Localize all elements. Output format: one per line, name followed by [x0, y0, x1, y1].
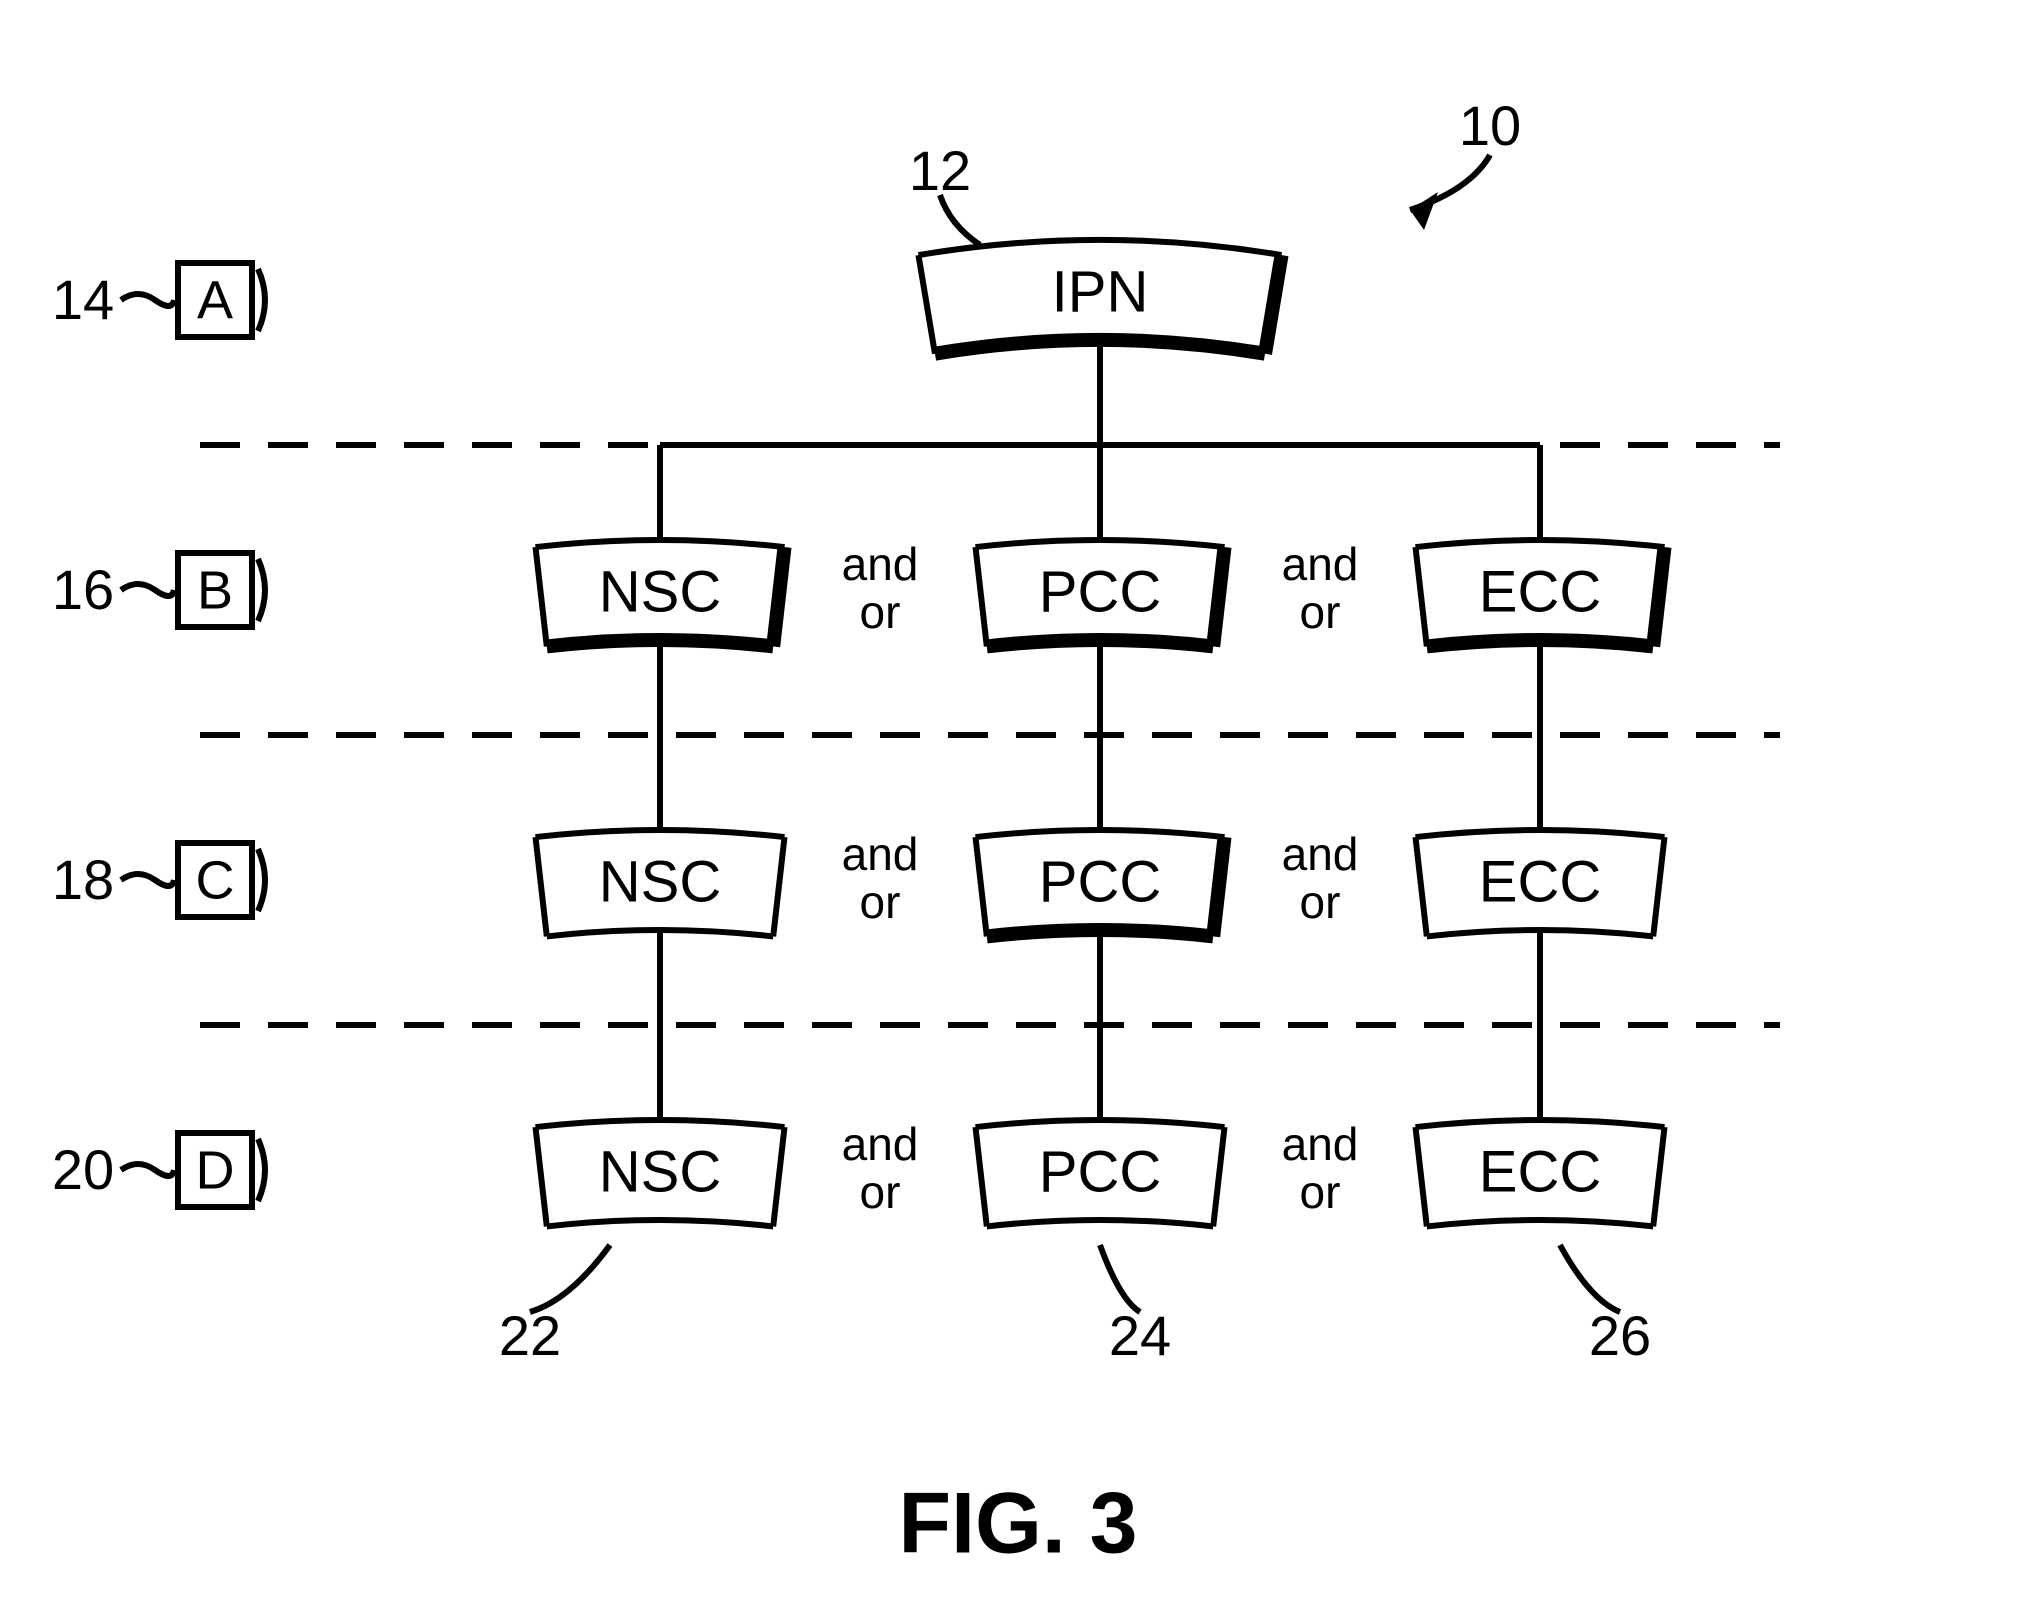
svg-text:22: 22	[499, 1304, 561, 1367]
row-box-d: D 20	[52, 1133, 265, 1207]
andor-d-andor2: andor	[1282, 1118, 1359, 1218]
figure-title: FIG. 3	[899, 1476, 1138, 1572]
ref-10: 10	[1410, 94, 1521, 230]
node-nsc-row-b: NSC	[535, 540, 784, 646]
node-nsc-row-d: NSC	[535, 1120, 784, 1226]
svg-text:or: or	[860, 586, 901, 638]
row-box-a: A 14	[52, 263, 265, 337]
svg-text:and: and	[842, 1118, 919, 1170]
svg-text:and: and	[1282, 828, 1359, 880]
svg-text:or: or	[1300, 586, 1341, 638]
svg-text:or: or	[860, 1166, 901, 1218]
svg-text:D: D	[196, 1140, 235, 1200]
node-ipn: IPN	[918, 240, 1281, 354]
node-pcc-row-c-label: PCC	[1039, 849, 1161, 914]
andor-c-andor1: andor	[842, 828, 919, 928]
node-pcc-row-b-label: PCC	[1039, 559, 1161, 624]
row-box-c: C 18	[52, 843, 265, 917]
node-ecc-row-c-label: ECC	[1479, 849, 1601, 914]
node-ecc-row-d: ECC	[1415, 1120, 1664, 1226]
svg-text:or: or	[1300, 876, 1341, 928]
ref-20: 20	[52, 1138, 114, 1201]
svg-text:24: 24	[1109, 1304, 1171, 1367]
node-ecc-row-c: ECC	[1415, 830, 1664, 936]
svg-text:or: or	[860, 876, 901, 928]
ref-22: 22	[499, 1245, 610, 1367]
svg-text:A: A	[197, 270, 233, 330]
ref-26: 26	[1560, 1245, 1651, 1367]
node-nsc-row-c: NSC	[535, 830, 784, 936]
svg-text:or: or	[1300, 1166, 1341, 1218]
node-pcc-row-c: PCC	[975, 830, 1224, 936]
svg-text:C: C	[196, 850, 235, 910]
andor-d-andor1: andor	[842, 1118, 919, 1218]
andor-b-andor1: andor	[842, 538, 919, 638]
node-pcc-row-b: PCC	[975, 540, 1224, 646]
node-nsc-row-d-label: NSC	[599, 1139, 721, 1204]
connector-lines	[660, 345, 1540, 1135]
node-pcc-row-d: PCC	[975, 1120, 1224, 1226]
row-box-b: B 16	[52, 553, 265, 627]
node-ecc-row-d-label: ECC	[1479, 1139, 1601, 1204]
ref-18: 18	[52, 848, 114, 911]
svg-text:12: 12	[909, 139, 971, 202]
svg-text:and: and	[842, 828, 919, 880]
node-ecc-row-b-label: ECC	[1479, 559, 1601, 624]
svg-text:B: B	[197, 560, 233, 620]
svg-text:and: and	[842, 538, 919, 590]
node-ipn-label: IPN	[1052, 259, 1149, 324]
svg-text:26: 26	[1589, 1304, 1651, 1367]
ref-14: 14	[52, 268, 114, 331]
svg-text:10: 10	[1459, 94, 1521, 157]
ref-24: 24	[1100, 1245, 1171, 1367]
node-nsc-row-b-label: NSC	[599, 559, 721, 624]
svg-text:and: and	[1282, 1118, 1359, 1170]
ref-16: 16	[52, 558, 114, 621]
node-ecc-row-b: ECC	[1415, 540, 1664, 646]
node-pcc-row-d-label: PCC	[1039, 1139, 1161, 1204]
andor-b-andor2: andor	[1282, 538, 1359, 638]
ref-12: 12	[909, 139, 980, 245]
svg-text:and: and	[1282, 538, 1359, 590]
node-nsc-row-c-label: NSC	[599, 849, 721, 914]
andor-c-andor2: andor	[1282, 828, 1359, 928]
